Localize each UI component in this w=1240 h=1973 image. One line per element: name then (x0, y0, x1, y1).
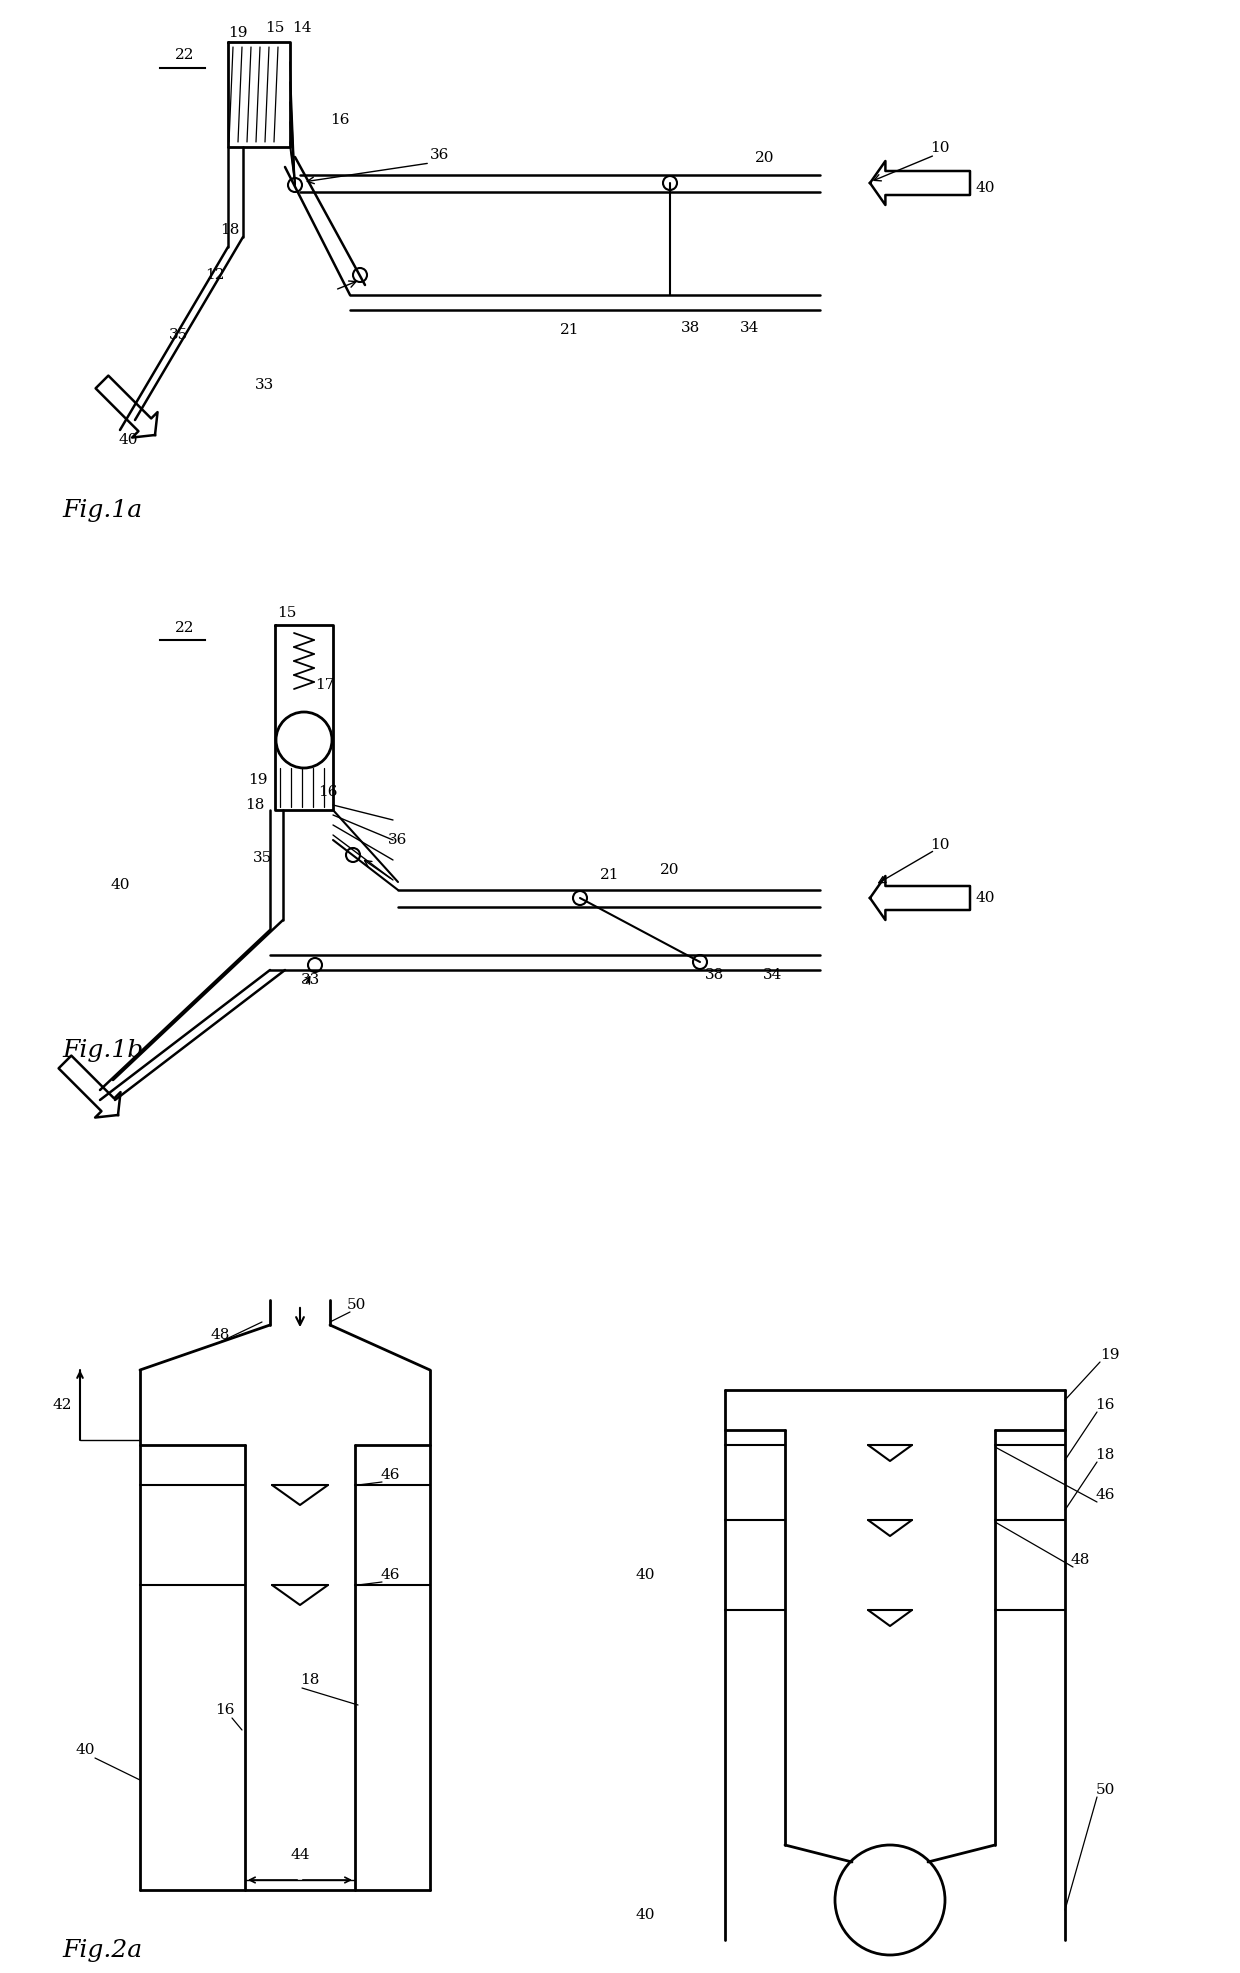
Text: 35: 35 (253, 850, 272, 864)
Text: 33: 33 (255, 379, 274, 393)
Text: 34: 34 (764, 969, 782, 983)
Text: 16: 16 (330, 112, 350, 126)
Text: 40: 40 (118, 432, 138, 448)
Text: 10: 10 (930, 839, 950, 852)
Text: Fig.1b: Fig.1b (62, 1038, 144, 1061)
Text: 17: 17 (315, 679, 335, 693)
Text: 38: 38 (706, 969, 724, 983)
Text: 16: 16 (1095, 1399, 1115, 1413)
Circle shape (346, 848, 360, 862)
Text: 44: 44 (290, 1849, 310, 1863)
Circle shape (308, 959, 322, 973)
Text: Fig.2a: Fig.2a (62, 1939, 143, 1961)
Text: 16: 16 (319, 785, 337, 799)
Text: 40: 40 (975, 892, 994, 906)
Text: 50: 50 (346, 1298, 366, 1312)
Circle shape (353, 268, 367, 282)
Text: 18: 18 (246, 797, 264, 813)
Text: 19: 19 (248, 773, 268, 787)
Text: 20: 20 (660, 862, 680, 878)
Text: 40: 40 (76, 1742, 94, 1758)
Text: 16: 16 (216, 1703, 234, 1717)
Text: Fig.1a: Fig.1a (62, 499, 143, 521)
Text: 14: 14 (293, 22, 311, 36)
Text: 18: 18 (221, 223, 239, 237)
Text: 20: 20 (755, 152, 775, 166)
Circle shape (288, 178, 303, 191)
Text: 36: 36 (430, 148, 450, 162)
Circle shape (693, 955, 707, 969)
Text: 18: 18 (300, 1673, 320, 1687)
Text: 36: 36 (388, 833, 408, 846)
Text: 19: 19 (228, 26, 248, 39)
Text: 34: 34 (740, 322, 760, 335)
Text: 21: 21 (560, 324, 580, 337)
Text: 33: 33 (300, 973, 320, 986)
Text: 40: 40 (110, 878, 130, 892)
Text: 19: 19 (1100, 1348, 1120, 1361)
Text: 15: 15 (278, 606, 296, 620)
Text: 12: 12 (206, 268, 224, 282)
Text: 38: 38 (681, 322, 699, 335)
Circle shape (663, 176, 677, 189)
Text: 15: 15 (265, 22, 285, 36)
Text: 10: 10 (930, 140, 950, 156)
Text: 46: 46 (1095, 1488, 1115, 1501)
Text: 40: 40 (635, 1908, 655, 1922)
Text: 22: 22 (175, 47, 195, 61)
Text: 50: 50 (1095, 1784, 1115, 1797)
Text: 18: 18 (1095, 1448, 1115, 1462)
Text: 21: 21 (600, 868, 620, 882)
Text: 46: 46 (381, 1468, 399, 1482)
Text: 35: 35 (169, 328, 187, 341)
Text: 48: 48 (211, 1328, 229, 1342)
Text: 40: 40 (635, 1569, 655, 1582)
Circle shape (573, 892, 587, 906)
Text: 48: 48 (1070, 1553, 1090, 1567)
Text: 46: 46 (381, 1569, 399, 1582)
Text: 42: 42 (52, 1399, 72, 1413)
Text: 40: 40 (975, 182, 994, 195)
Text: 22: 22 (175, 621, 195, 635)
